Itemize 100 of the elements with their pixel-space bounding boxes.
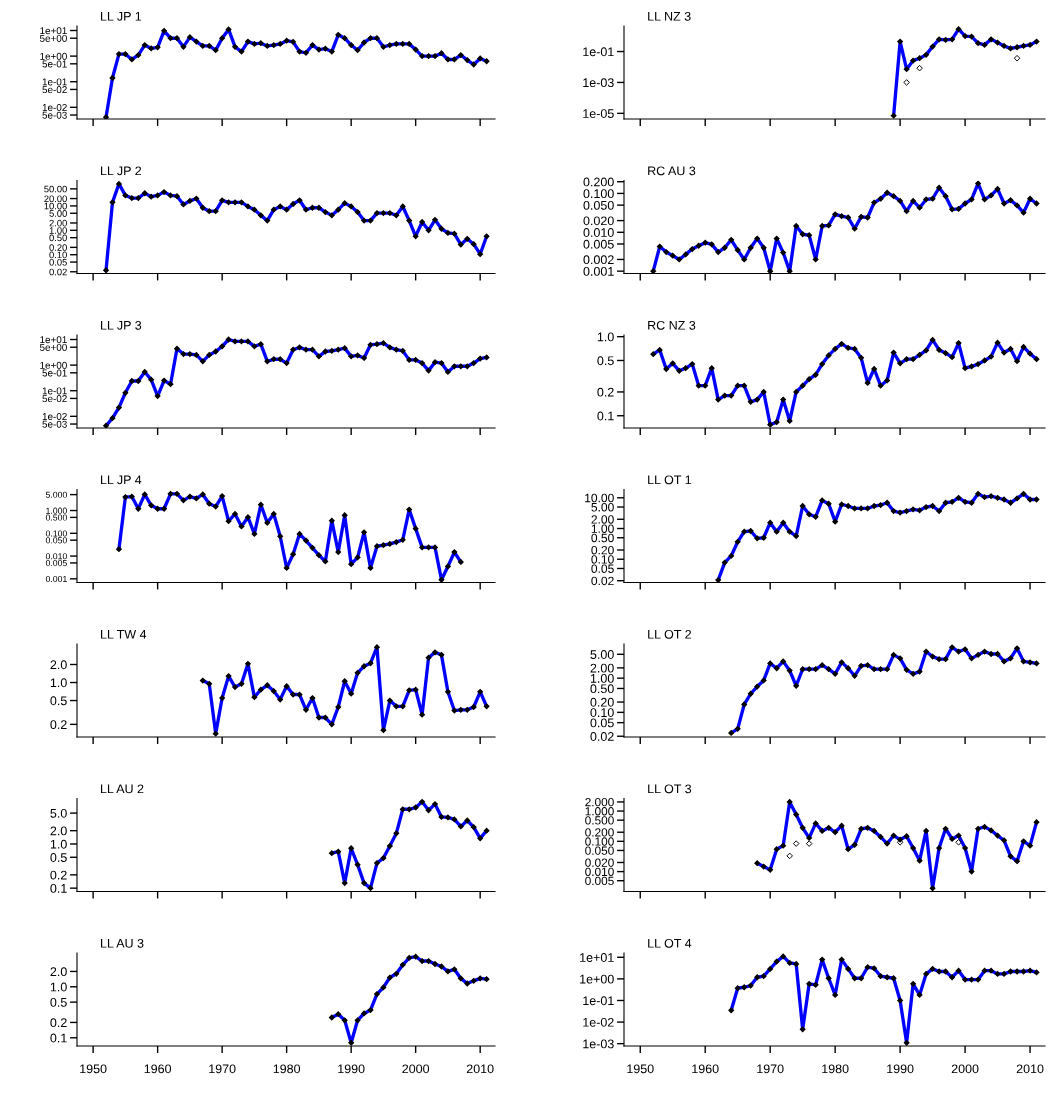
- y-tick-label: 0.100: [583, 189, 614, 199]
- y-tick-label: 5.00: [591, 503, 614, 512]
- y-tick-label: 0.10: [591, 555, 614, 564]
- x-tick-label: 1950: [80, 1064, 107, 1074]
- y-tick-label: 0.1: [597, 411, 614, 421]
- x-tick-label: 1970: [209, 1064, 236, 1074]
- chart-title: LL NZ 3: [648, 11, 691, 21]
- y-tick-label: 5e-02: [42, 395, 67, 403]
- y-tick-label: 5.0: [50, 808, 67, 818]
- y-tick-label: 1e+00: [580, 974, 614, 984]
- y-tick-label: 1e-02: [42, 413, 67, 420]
- y-tick-label: 1e-01: [583, 996, 614, 1006]
- point: [1013, 54, 1021, 62]
- y-tick-label: 1.0: [50, 982, 67, 992]
- y-tick-label: 0.100: [585, 837, 614, 846]
- point: [955, 839, 962, 846]
- y-tick-label: 2.00: [49, 219, 67, 227]
- chart-title: LL AU 2: [101, 784, 144, 794]
- y-tick-label: 1e+01: [40, 336, 67, 344]
- chart-title: RC NZ 3: [648, 320, 696, 330]
- y-tick-label: 2.000: [585, 797, 614, 807]
- point: [805, 840, 813, 847]
- y-tick-label: 0.050: [583, 200, 614, 210]
- chart-title: RC AU 3: [648, 166, 696, 176]
- x-tick-label: 1980: [822, 1064, 849, 1074]
- y-tick-label: 2.0: [50, 660, 67, 670]
- y-tick-label: 0.1: [50, 883, 67, 893]
- y-tick-label: 50.00: [44, 185, 67, 193]
- chart-title: LL AU 3: [101, 938, 144, 948]
- chart-title: LL JP 1: [101, 12, 142, 21]
- y-tick-label: 2.0: [50, 967, 67, 977]
- y-tick-label: 1e-03: [583, 1039, 614, 1049]
- y-tick-label: 5.00: [590, 650, 614, 659]
- chart-title: LL OT 4: [648, 938, 692, 948]
- y-tick-label: 0.5: [50, 997, 67, 1007]
- y-tick-label: 0.050: [585, 846, 614, 855]
- y-tick-label: 5.00: [49, 210, 67, 217]
- y-tick-label: 0.20: [590, 697, 614, 707]
- y-tick-label: 5e-02: [42, 86, 67, 94]
- y-tick-label: 0.10: [49, 251, 67, 259]
- y-tick-label: 5e-01: [42, 60, 67, 68]
- x-tick-label: 1960: [692, 1064, 719, 1074]
- chart-title: LL JP 4: [101, 475, 142, 485]
- y-tick-label: 0.05: [591, 564, 614, 573]
- point: [786, 852, 793, 860]
- y-tick-label: 20.00: [44, 195, 67, 203]
- y-tick-label: 1e-05: [583, 109, 614, 118]
- y-tick-label: 0.200: [585, 828, 614, 837]
- y-tick-label: 0.50: [590, 684, 614, 694]
- chart-title: LL JP 3: [101, 320, 142, 330]
- x-tick-label: 1990: [338, 1064, 365, 1074]
- x-tick-label: 2010: [1016, 1064, 1044, 1074]
- y-tick-label: 1e+00: [40, 361, 67, 369]
- y-tick-label: 0.02: [49, 268, 67, 276]
- y-tick-label: 5e+00: [39, 343, 67, 351]
- x-tick-label: 1980: [273, 1064, 301, 1074]
- chart-title: LL OT 3: [648, 784, 692, 794]
- y-tick-label: 1.000: [46, 507, 67, 514]
- y-tick-label: 1.000: [585, 807, 614, 816]
- y-tick-label: 0.1: [50, 1033, 67, 1043]
- y-tick-label: 0.020: [583, 216, 614, 226]
- y-tick-label: 0.50: [591, 533, 614, 543]
- y-tick-label: 1e-01: [583, 47, 614, 57]
- y-tick-label: 0.05: [49, 258, 67, 266]
- x-tick-label: 2000: [951, 1064, 979, 1074]
- y-tick-label: 1e-01: [42, 78, 67, 86]
- y-tick-label: 5e-03: [42, 420, 67, 428]
- y-tick-label: 0.2: [50, 1018, 67, 1028]
- y-tick-label: 1e-03: [583, 78, 614, 88]
- point: [903, 79, 910, 86]
- chart-title: LL JP 2: [101, 166, 142, 176]
- y-tick-label: 1e-02: [583, 1017, 614, 1027]
- y-tick-label: 1.00: [49, 227, 67, 234]
- y-tick-label: 0.200: [583, 177, 614, 187]
- y-tick-label: 0.10: [590, 708, 614, 717]
- chart-title: LL TW 4: [101, 630, 147, 639]
- y-tick-label: 0.5: [597, 356, 614, 366]
- y-tick-label: 5.000: [45, 491, 67, 498]
- y-tick-label: 2.00: [591, 515, 614, 524]
- chart-title: LL OT 2: [648, 629, 691, 639]
- x-tick-label: 1990: [887, 1064, 914, 1074]
- y-tick-label: 0.500: [45, 514, 67, 521]
- y-tick-label: 0.001: [583, 266, 614, 276]
- y-tick-label: 0.010: [45, 553, 67, 560]
- y-tick-label: 0.20: [591, 545, 614, 555]
- y-tick-label: 0.005: [583, 239, 614, 249]
- y-tick-label: 0.001: [45, 575, 67, 583]
- y-tick-label: 0.50: [49, 234, 67, 242]
- y-tick-label: 0.02: [590, 732, 614, 741]
- chart-title: LL OT 1: [648, 475, 692, 485]
- y-tick-label: 0.010: [585, 867, 614, 876]
- x-tick-label: 1970: [757, 1064, 784, 1074]
- y-tick-label: 1e+00: [40, 52, 67, 60]
- y-tick-label: 0.002: [583, 255, 614, 265]
- y-tick-label: 0.100: [45, 530, 67, 537]
- y-tick-label: 5e-03: [42, 111, 67, 119]
- y-tick-label: 2.00: [590, 663, 614, 673]
- y-tick-label: 0.2: [50, 870, 67, 880]
- y-tick-label: 1.00: [591, 524, 614, 533]
- y-tick-label: 1.0: [50, 839, 67, 849]
